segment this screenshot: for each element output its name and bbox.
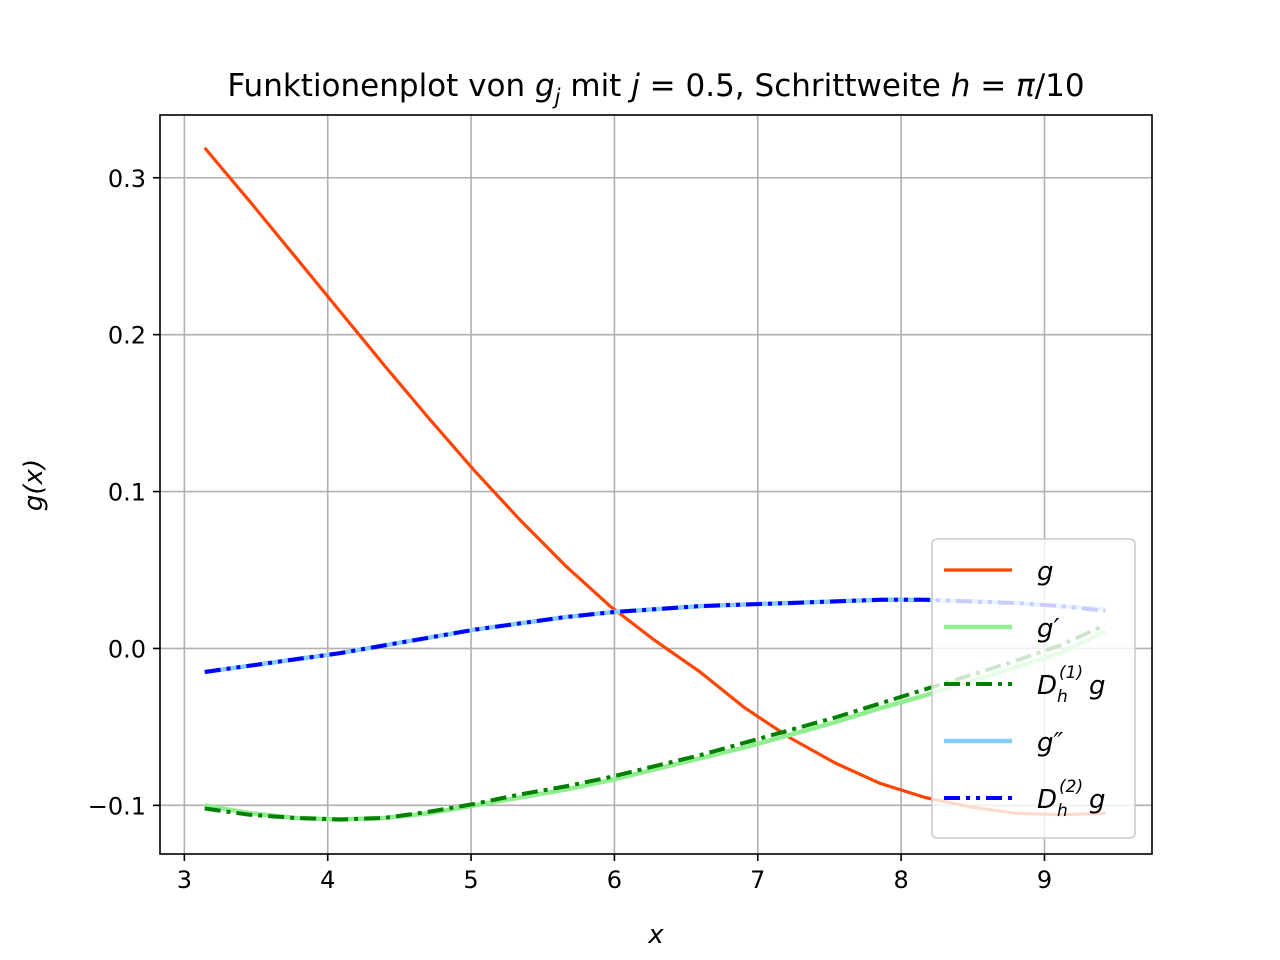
x-tick-label: 4 [320,866,335,894]
y-tick-label: 0.1 [108,479,146,507]
legend: g g′ Dh(1) g g″ Dh(2) g [931,538,1136,839]
x-tick-label: 6 [607,866,622,894]
series-line-4 [204,597,1106,674]
x-tick-label: 5 [463,866,478,894]
x-tick-label: 9 [1037,866,1052,894]
y-axis-label: g(x) [19,459,49,511]
legend-label-0: g [1037,557,1054,587]
y-tick-label: −0.1 [88,792,146,820]
legend-label-3: g″ [1037,728,1064,758]
legend-box [931,538,1136,839]
grid [160,115,1152,854]
axis-ticks: 3 4 5 6 7 8 9 −0.1 0.0 0.1 0.2 0.3 [88,165,1052,894]
legend-label-1: g′ [1037,614,1060,644]
y-tick-label: 0.3 [108,165,146,193]
x-axis-label: x [647,920,664,950]
plot-frame [159,114,1153,855]
y-tick-label: 0.0 [108,635,146,663]
x-tick-label: 7 [750,866,765,894]
x-tick-label: 3 [177,866,192,894]
legend-label-4: Dh(2) g [1037,777,1106,821]
x-tick-label: 8 [893,866,908,894]
y-tick-label: 0.2 [108,322,146,350]
legend-label-2: Dh(1) g [1037,663,1106,707]
chart-title: Funktionenplot von gj mit j = 0.5, Schri… [227,68,1084,109]
